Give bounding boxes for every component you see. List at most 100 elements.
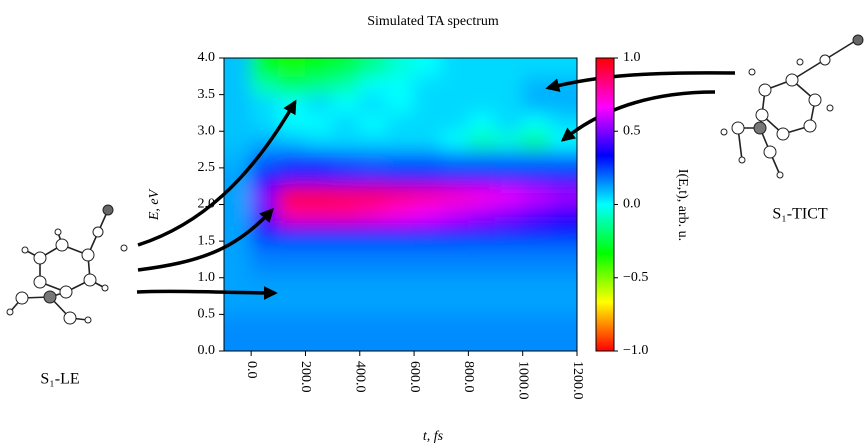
heat-cell: [440, 94, 469, 114]
heat-cell: [250, 295, 279, 315]
heat-cell: [495, 204, 524, 224]
heat-cell: [304, 167, 334, 187]
heat-cell: [440, 295, 469, 315]
heat-cell: [495, 277, 524, 297]
heat-cell: [304, 94, 334, 114]
heat-cell: [332, 130, 361, 151]
heat-cell: [522, 222, 551, 242]
heat-cell: [359, 277, 388, 297]
heat-cell: [250, 58, 279, 77]
heat-cell: [224, 295, 252, 315]
heat-cell: [413, 313, 442, 334]
heat-cell: [413, 130, 442, 151]
heat-cell: [304, 258, 334, 279]
arrow: [137, 207, 274, 272]
heat-cell: [467, 112, 497, 132]
heat-cell: [332, 185, 361, 205]
heat-cell: [495, 130, 524, 151]
y-tick-label: 0.5: [198, 307, 216, 322]
heat-cell: [386, 258, 415, 279]
heat-cell: [413, 167, 442, 187]
heat-cell: [277, 295, 306, 315]
heat-cell: [549, 295, 577, 315]
heat-cell: [522, 332, 551, 351]
heat-cell: [467, 149, 497, 169]
heat-cell: [495, 75, 524, 96]
heat-cell: [224, 332, 252, 351]
y-tick-label: 2.5: [198, 160, 216, 175]
heat-cell: [386, 240, 415, 260]
colorbar-tick-label: 1.0: [623, 50, 641, 65]
heat-cell: [495, 149, 524, 169]
heat-cell: [440, 167, 469, 187]
heat-cell: [440, 332, 469, 351]
heat-cell: [413, 75, 442, 96]
heat-cell: [495, 112, 524, 132]
heat-cell: [522, 204, 551, 224]
x-axis-label: t, fs: [423, 429, 444, 444]
heat-cell: [522, 240, 551, 260]
heat-cell: [359, 240, 388, 260]
colorbar-tick-label: 0.5: [623, 123, 641, 138]
heat-cell: [224, 204, 252, 224]
heat-cell: [277, 277, 306, 297]
heat-cell: [549, 258, 577, 279]
heat-cell: [359, 332, 388, 351]
colorbar-tick-label: −0.5: [623, 270, 648, 285]
y-tick-label: 3.0: [198, 123, 216, 138]
heat-cell: [224, 112, 252, 132]
heat-cell: [304, 222, 334, 242]
heat-cell: [224, 313, 252, 334]
heat-cell: [386, 204, 415, 224]
y-tick-label: 1.5: [198, 233, 216, 248]
heat-cell: [359, 167, 388, 187]
heat-cell: [304, 58, 334, 77]
heat-cell: [522, 185, 551, 205]
heat-cell: [332, 332, 361, 351]
heat-cell: [359, 75, 388, 96]
heat-cell: [332, 313, 361, 334]
heat-cell: [304, 112, 334, 132]
arrow: [136, 285, 278, 300]
heat-cell: [250, 130, 279, 151]
heat-cell: [332, 240, 361, 260]
heat-cell: [386, 75, 415, 96]
arrow: [560, 90, 716, 142]
heat-cell: [332, 222, 361, 242]
heat-cell: [304, 75, 334, 96]
heat-cell: [522, 75, 551, 96]
heat-cell: [277, 130, 306, 151]
y-axis-label: E, eV: [147, 188, 162, 221]
heat-cell: [359, 295, 388, 315]
heatmap: [224, 58, 577, 351]
heat-cell: [332, 112, 361, 132]
heat-cell: [386, 332, 415, 351]
heat-cell: [332, 149, 361, 169]
heat-cell: [440, 204, 469, 224]
heat-cell: [332, 94, 361, 114]
heat-cell: [440, 258, 469, 279]
heat-cell: [332, 204, 361, 224]
heat-cell: [549, 94, 577, 114]
heat-cell: [549, 222, 577, 242]
heat-cell: [304, 149, 334, 169]
heat-cell: [413, 204, 442, 224]
heat-cell: [467, 313, 497, 334]
heat-cell: [277, 204, 306, 224]
heat-cell: [277, 313, 306, 334]
heat-cell: [386, 313, 415, 334]
heat-cell: [224, 75, 252, 96]
heat-cell: [522, 295, 551, 315]
heat-cell: [522, 258, 551, 279]
heat-cell: [386, 222, 415, 242]
heat-cell: [522, 94, 551, 114]
heat-cell: [467, 167, 497, 187]
heat-cell: [467, 332, 497, 351]
molecule-le: [6, 204, 128, 325]
heat-cell: [467, 94, 497, 114]
heat-cell: [549, 112, 577, 132]
heat-cell: [495, 94, 524, 114]
heat-cell: [304, 204, 334, 224]
heat-cell: [277, 167, 306, 187]
